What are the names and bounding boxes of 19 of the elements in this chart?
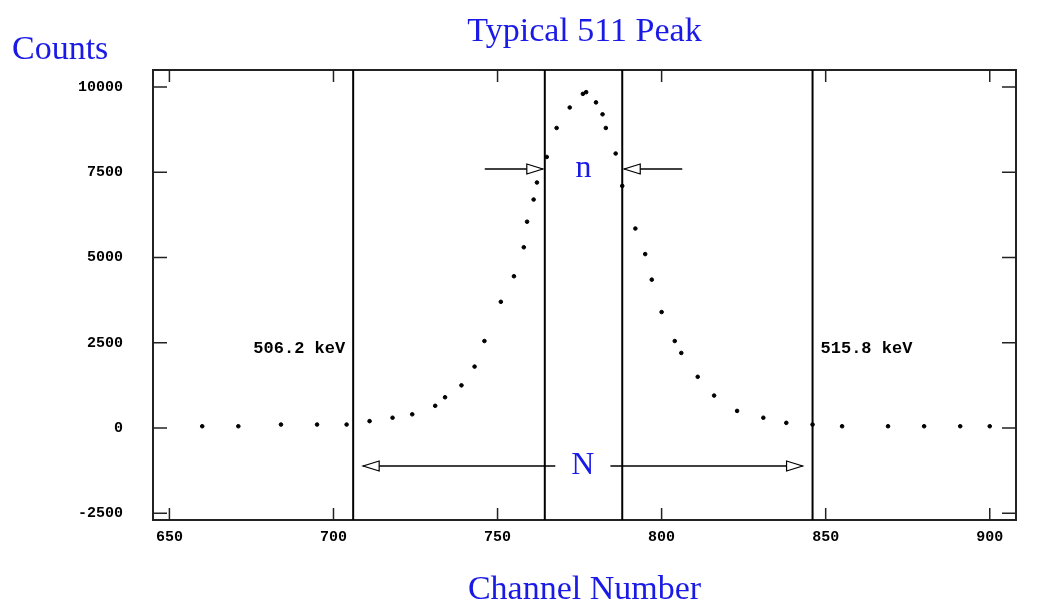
x-tick-label: 800 bbox=[648, 528, 676, 546]
x-axis-title: Channel Number bbox=[467, 568, 702, 606]
x-tick-label: 900 bbox=[976, 528, 1004, 546]
x-tick-label: 850 bbox=[812, 528, 840, 546]
chart-title: Typical 511 Peak bbox=[467, 10, 702, 48]
y-tick-label: 10000 bbox=[77, 78, 124, 96]
y-tick-label: 7500 bbox=[86, 164, 124, 182]
x-tick-label: 750 bbox=[484, 528, 512, 546]
y-tick-label: -2500 bbox=[77, 504, 124, 522]
y-tick-label: 2500 bbox=[86, 334, 124, 352]
x-tick-label: 700 bbox=[319, 528, 347, 546]
annotation: N bbox=[571, 445, 595, 482]
y-tick-label: 0 bbox=[113, 419, 124, 437]
ref-line-label: 515.8 keV bbox=[820, 339, 914, 359]
ref-line-label: 506.2 keV bbox=[253, 339, 346, 359]
y-axis-title: Counts bbox=[12, 28, 109, 66]
x-tick-label: 650 bbox=[155, 528, 183, 546]
annotation: n bbox=[575, 148, 592, 185]
y-tick-label: 5000 bbox=[86, 249, 124, 267]
